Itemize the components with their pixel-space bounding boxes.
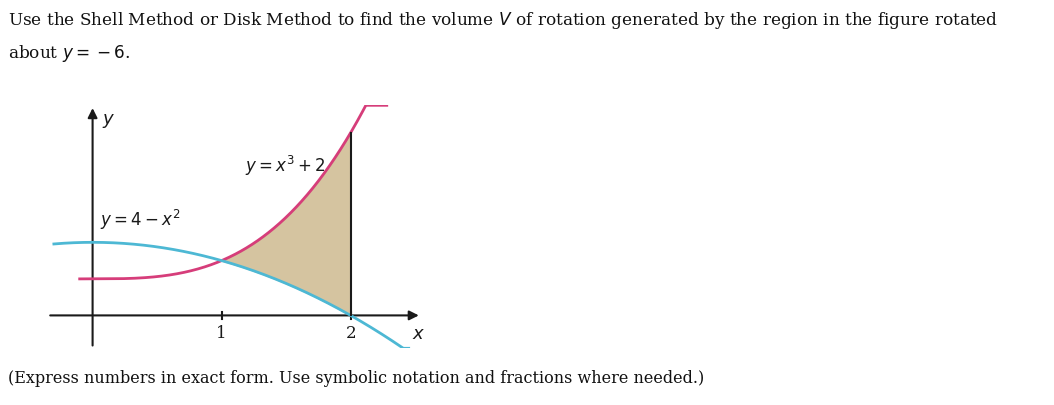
Text: $y = x^3 + 2$: $y = x^3 + 2$ xyxy=(245,153,326,178)
Text: Use the Shell Method or Disk Method to find the volume $V$ of rotation generated: Use the Shell Method or Disk Method to f… xyxy=(8,10,999,31)
Text: 1: 1 xyxy=(216,326,227,343)
Text: 2: 2 xyxy=(346,326,356,343)
Text: $x$: $x$ xyxy=(412,326,426,343)
Text: $y = 4 - x^2$: $y = 4 - x^2$ xyxy=(100,208,181,232)
Text: $y$: $y$ xyxy=(101,112,115,130)
Text: (Express numbers in exact form. Use symbolic notation and fractions where needed: (Express numbers in exact form. Use symb… xyxy=(8,370,705,387)
Text: about $y = -6$.: about $y = -6$. xyxy=(8,43,131,64)
